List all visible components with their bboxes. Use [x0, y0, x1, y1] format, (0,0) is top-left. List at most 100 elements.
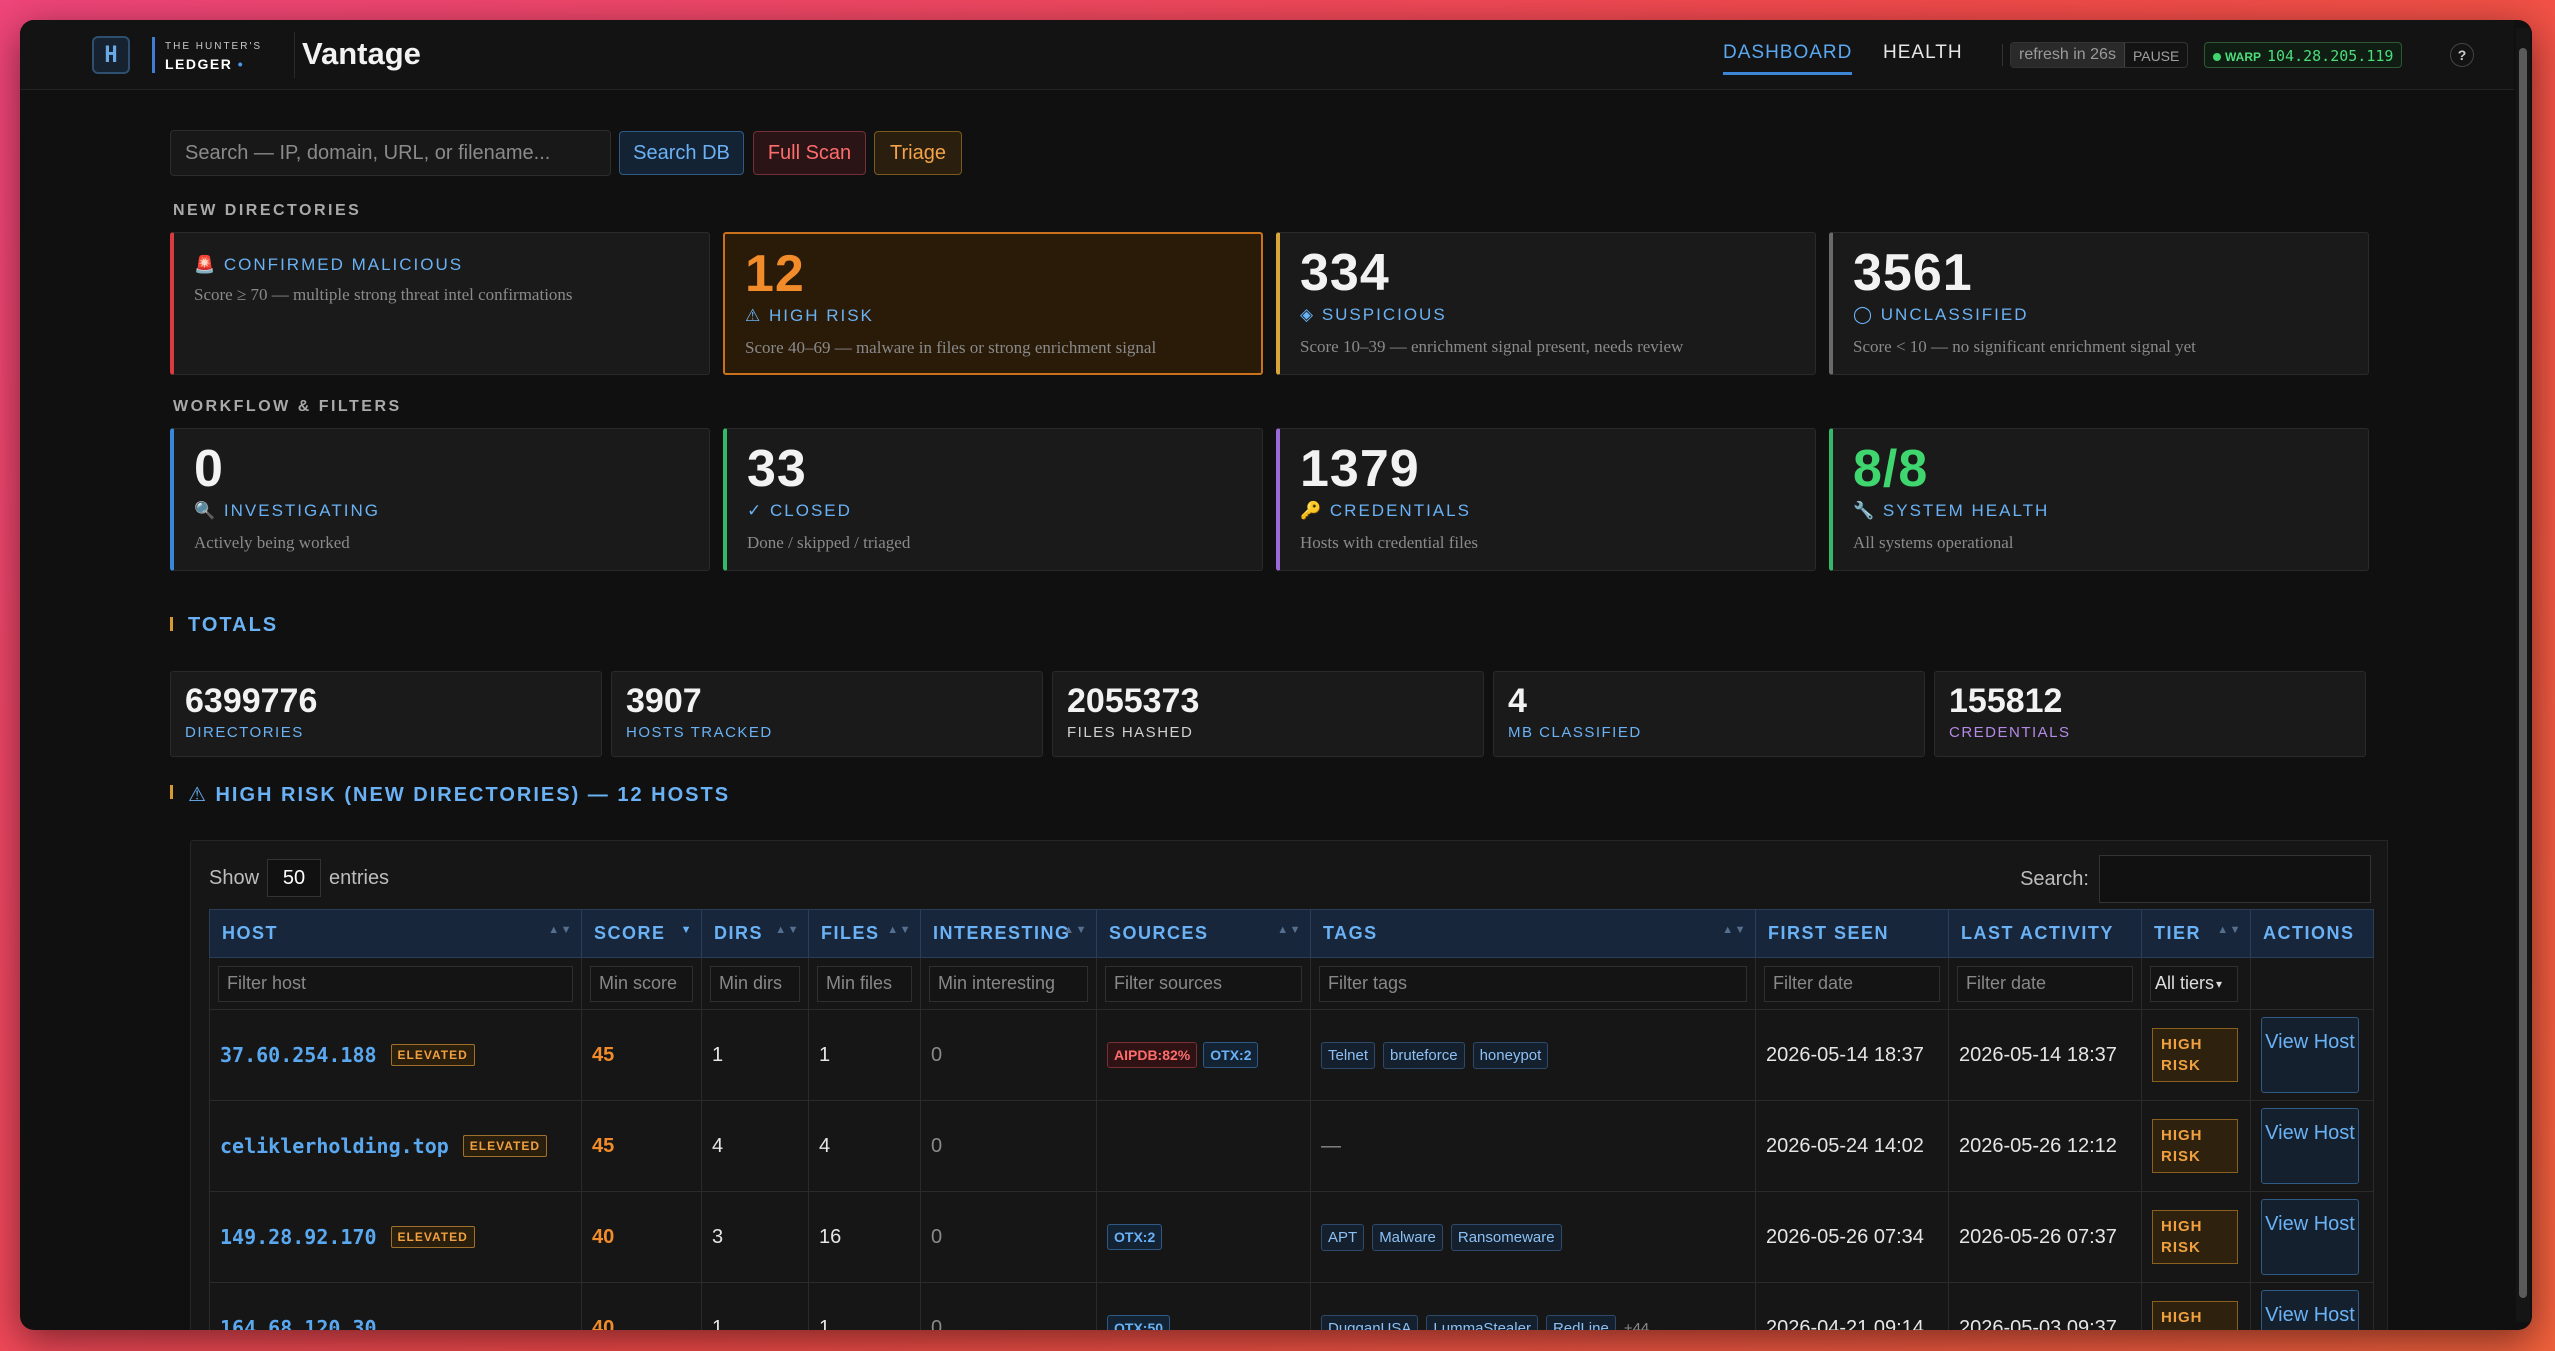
high-risk-heading-bar: [170, 785, 173, 799]
last-activity-value: 2026-05-26 12:12: [1948, 1100, 2142, 1192]
sort-icon: ▲▼: [775, 924, 800, 936]
card-investigating[interactable]: 0 🔍 INVESTIGATING Actively being worked: [170, 428, 710, 571]
filter-dirs-input[interactable]: Min dirs: [710, 965, 800, 1002]
diamond-icon: ◈: [1300, 305, 1316, 324]
sort-icon: ▲▼: [1722, 924, 1747, 936]
tag-chip[interactable]: LummaStealer: [1426, 1314, 1538, 1330]
more-tags-count[interactable]: +44: [1623, 1319, 1650, 1331]
score-value: 45: [592, 1043, 615, 1066]
tag-chip[interactable]: DugganUSA: [1321, 1314, 1419, 1330]
filter-tier-select[interactable]: All tiers ▾: [2150, 965, 2238, 1002]
first-seen-value: 2026-05-26 07:34: [1755, 1191, 1949, 1283]
logo-divider: [152, 37, 155, 73]
tag-chip[interactable]: Telnet: [1321, 1041, 1376, 1069]
view-host-button[interactable]: View Host: [2261, 1199, 2359, 1275]
wrench-icon: 🔧: [1853, 501, 1877, 520]
card-system-health[interactable]: 8/8 🔧 SYSTEM HEALTH All systems operatio…: [1829, 428, 2369, 571]
filter-sources-input[interactable]: Filter sources: [1105, 965, 1302, 1002]
source-badge: OTX:50: [1107, 1315, 1171, 1330]
col-interesting[interactable]: INTERESTING ▲▼: [920, 909, 1097, 958]
warp-ip: 104.28.205.119: [2267, 47, 2394, 65]
dirs-value: 3: [701, 1191, 809, 1283]
card-desc: Done / skipped / triaged: [747, 533, 911, 552]
tag-chip[interactable]: APT: [1321, 1223, 1365, 1251]
filter-score-input[interactable]: Min score: [590, 965, 693, 1002]
browser-window: H THE HUNTER'S LEDGER • Vantage DASHBOAR…: [20, 20, 2532, 1330]
host-link[interactable]: 37.60.254.188: [220, 1042, 377, 1067]
col-last-activity[interactable]: LAST ACTIVITY: [1948, 909, 2142, 958]
tag-chip[interactable]: Malware: [1372, 1223, 1443, 1251]
col-host[interactable]: HOST ▲▼: [209, 909, 582, 958]
triage-button[interactable]: Triage: [874, 131, 962, 175]
logo-mark[interactable]: H: [92, 36, 130, 74]
card-closed[interactable]: 33 ✓ CLOSED Done / skipped / triaged: [723, 428, 1263, 571]
tag-chip[interactable]: Ransomeware: [1450, 1223, 1562, 1251]
full-scan-button[interactable]: Full Scan: [753, 131, 866, 175]
col-score[interactable]: SCORE ▼: [581, 909, 702, 958]
sort-icon: ▲▼: [887, 924, 912, 936]
tab-dashboard[interactable]: DASHBOARD: [1723, 42, 1853, 75]
card-confirmed-malicious[interactable]: 🚨 CONFIRMED MALICIOUS Score ≥ 70 — multi…: [170, 232, 710, 375]
col-label: FIRST SEEN: [1768, 923, 1890, 943]
search-db-button[interactable]: Search DB: [619, 131, 744, 175]
total-hosts-tracked: 3907 HOSTS TRACKED: [611, 671, 1043, 757]
card-title-text: INVESTIGATING: [223, 501, 380, 520]
key-icon: 🔑: [1300, 501, 1324, 520]
total-value: 6399776: [185, 682, 318, 720]
col-first-seen[interactable]: FIRST SEEN: [1755, 909, 1949, 958]
card-suspicious[interactable]: 334 ◈ SUSPICIOUS Score 10–39 — enrichmen…: [1276, 232, 1816, 375]
total-value: 2055373: [1067, 682, 1200, 720]
filter-last-activity-input[interactable]: Filter date: [1957, 965, 2133, 1002]
col-tier[interactable]: TIER ▲▼: [2141, 909, 2251, 958]
filter-host-input[interactable]: Filter host: [218, 965, 573, 1002]
card-title: ✓ CLOSED: [747, 501, 1244, 521]
sort-icon: ▲▼: [2217, 924, 2242, 936]
logo-title-text: LEDGER: [165, 56, 233, 72]
col-label: SCORE: [594, 923, 666, 943]
card-title-text: SUSPICIOUS: [1321, 305, 1447, 324]
dirs-value: 1: [701, 1009, 809, 1101]
card-credentials[interactable]: 1379 🔑 CREDENTIALS Hosts with credential…: [1276, 428, 1816, 571]
filter-first-seen-input[interactable]: Filter date: [1764, 965, 1940, 1002]
sources-empty: [1096, 1100, 1311, 1192]
tab-health[interactable]: HEALTH: [1883, 42, 1963, 63]
view-host-button[interactable]: View Host: [2261, 1290, 2359, 1330]
col-label: ACTIONS: [2263, 923, 2355, 943]
filter-tags-input[interactable]: Filter tags: [1319, 965, 1747, 1002]
help-icon[interactable]: ?: [2450, 43, 2474, 67]
host-link[interactable]: celiklerholding.top: [220, 1133, 449, 1158]
search-input[interactable]: [170, 130, 611, 176]
table-search: Search:: [2020, 855, 2371, 903]
table-row: 37.60.254.188 ELEVATED 45 1 1 0 AIPDB:82%…: [209, 1009, 2374, 1101]
page-length-select[interactable]: 50: [267, 859, 322, 897]
card-desc: Score ≥ 70 — multiple strong threat inte…: [194, 285, 573, 304]
col-files[interactable]: FILES ▲▼: [808, 909, 921, 958]
host-link[interactable]: 164.68.120.30: [220, 1315, 377, 1331]
pause-button[interactable]: PAUSE: [2123, 43, 2187, 67]
tag-chip[interactable]: RedLine: [1545, 1314, 1616, 1330]
col-label: SOURCES: [1109, 923, 1209, 943]
filter-interesting-input[interactable]: Min interesting: [929, 965, 1088, 1002]
card-title: 🚨 CONFIRMED MALICIOUS: [194, 255, 691, 275]
view-host-button[interactable]: View Host: [2261, 1108, 2359, 1184]
view-host-button[interactable]: View Host: [2261, 1017, 2359, 1093]
card-title-text: SYSTEM HEALTH: [1882, 501, 2050, 520]
col-tags[interactable]: TAGS ▲▼: [1310, 909, 1756, 958]
card-unclassified[interactable]: 3561 ◯ UNCLASSIFIED Score < 10 — no sign…: [1829, 232, 2369, 375]
page-scrollbar[interactable]: [2516, 28, 2530, 1322]
col-sources[interactable]: SOURCES ▲▼: [1096, 909, 1311, 958]
scrollbar-thumb[interactable]: [2519, 48, 2527, 1298]
card-high-risk[interactable]: 12 ⚠ HIGH RISK Score 40–69 — malware in …: [723, 232, 1263, 375]
card-title-text: CREDENTIALS: [1329, 501, 1471, 520]
filter-files-input[interactable]: Min files: [817, 965, 912, 1002]
col-dirs[interactable]: DIRS ▲▼: [701, 909, 809, 958]
total-credentials: 155812 CREDENTIALS: [1934, 671, 2366, 757]
show-label: Show: [209, 866, 260, 889]
app-title[interactable]: Vantage: [302, 36, 421, 71]
tag-chip[interactable]: honeypot: [1472, 1041, 1549, 1069]
tag-chip[interactable]: bruteforce: [1383, 1041, 1465, 1069]
table-search-input[interactable]: [2099, 855, 2371, 903]
total-directories: 6399776 DIRECTORIES: [170, 671, 602, 757]
interesting-value: 0: [920, 1100, 1097, 1192]
host-link[interactable]: 149.28.92.170: [220, 1224, 377, 1249]
